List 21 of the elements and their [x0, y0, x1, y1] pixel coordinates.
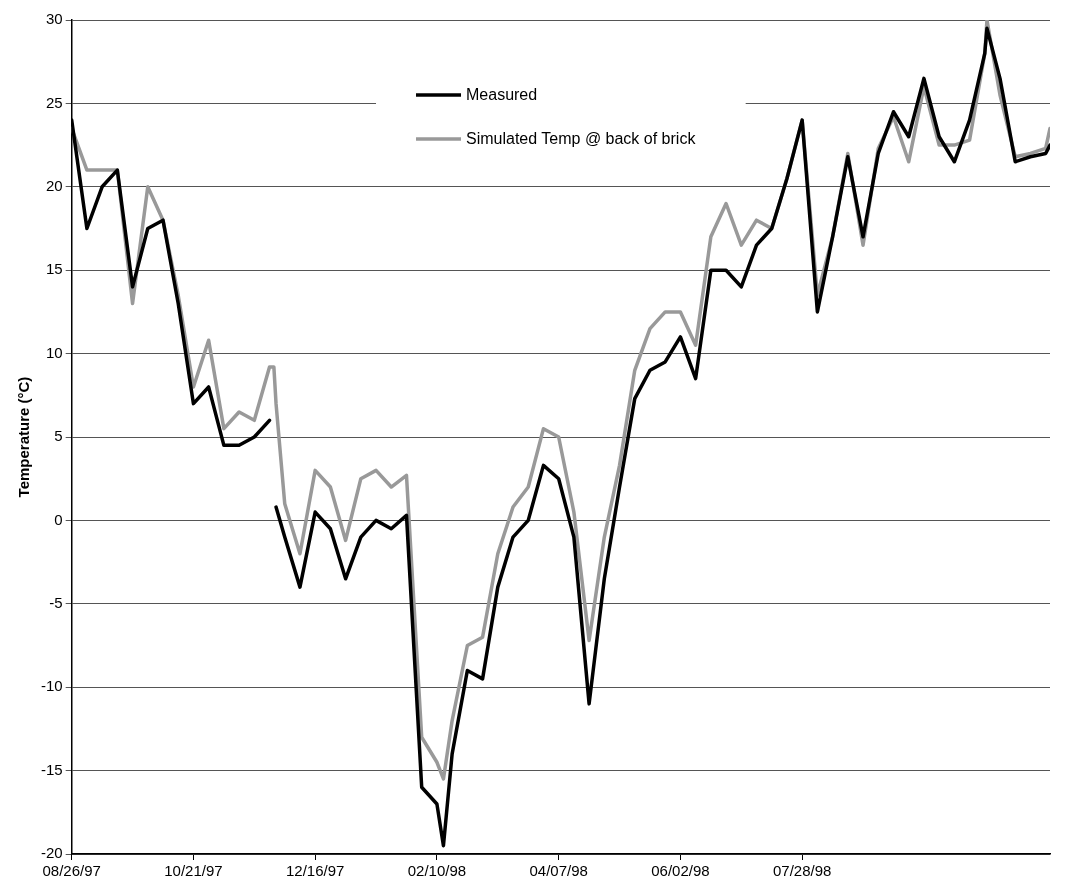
x-tick-label: 08/26/97: [42, 862, 101, 880]
y-tick-label: 30: [45, 10, 63, 28]
y-tick-label: 20: [45, 176, 63, 194]
y-tick-label: -20: [40, 844, 63, 862]
y-tick-label: 15: [45, 260, 63, 278]
x-tick-label: 06/02/98: [651, 862, 710, 880]
x-tick-label: 07/28/98: [772, 862, 832, 880]
x-tick-label: 02/10/98: [407, 862, 467, 880]
y-tick-label: 25: [45, 93, 63, 111]
y-axis-title: Temperature (°C): [15, 376, 33, 498]
x-tick-label: 04/07/98: [529, 862, 588, 880]
y-tick-label: 0: [54, 510, 63, 528]
y-tick-label: -10: [40, 677, 63, 695]
x-tick-label: 12/16/97: [285, 862, 345, 880]
y-tick-label: -5: [49, 593, 63, 611]
x-tick-label: 10/21/97: [164, 862, 223, 880]
y-tick-label: 10: [45, 343, 63, 361]
legend-label: Measured: [466, 86, 538, 104]
y-tick-label: -15: [40, 760, 63, 778]
y-tick-label: 5: [54, 427, 63, 445]
legend-label: Simulated Temp @ back of brick: [466, 130, 697, 148]
